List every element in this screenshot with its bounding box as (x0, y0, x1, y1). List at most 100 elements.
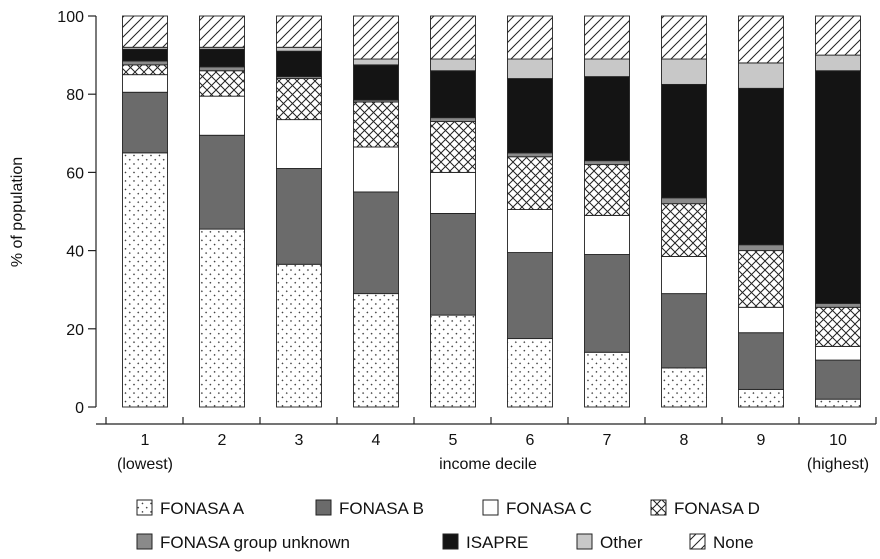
x-tick-label: 9 (757, 432, 766, 449)
legend-item-fonasa-a: FONASA A (136, 499, 245, 518)
x-tick-label: 1 (141, 432, 150, 449)
bar-segment-fonasa-a (584, 351, 630, 408)
x-tick-label: 3 (295, 432, 304, 449)
x-axis-label: income decile (439, 456, 537, 473)
legend-label: FONASA B (339, 499, 424, 518)
bar-segment-other (584, 58, 630, 78)
bar-segment-fonasa-b (584, 254, 630, 353)
bar-stack-decile-10 (815, 15, 861, 408)
legend-item-other: Other (576, 533, 643, 552)
bar-segment-isapre (353, 64, 399, 101)
bar-segment-other (353, 58, 399, 66)
bar-segment-fonasa-c (430, 171, 476, 214)
bar-segment-fonasa-group-unknown (815, 302, 861, 308)
legend-item-fonasa-b: FONASA B (315, 499, 424, 518)
bar-segment-none (815, 15, 861, 56)
bar-segment-fonasa-b (661, 293, 707, 369)
bar-segment-fonasa-group-unknown (738, 244, 784, 252)
bar-segment-fonasa-d (353, 101, 399, 148)
bar-segment-other (507, 58, 553, 80)
bar-stack-decile-3 (276, 15, 322, 408)
bar-segment-fonasa-group-unknown (661, 197, 707, 205)
bar-segment-fonasa-a (276, 263, 322, 408)
bar-segment-isapre (738, 87, 784, 246)
x-sublabel-highest: (highest) (807, 456, 869, 473)
x-tick-label: 5 (449, 432, 458, 449)
bar-segment-fonasa-d (507, 156, 553, 210)
bar-segment-isapre (199, 48, 245, 68)
bar-segment-fonasa-c (661, 256, 707, 295)
bar-segment-other (661, 58, 707, 85)
bar-segment-fonasa-c (122, 74, 168, 93)
x-axis: 1 2 3 4 5 6 7 8 9 10 (lowest) (highest) (96, 417, 877, 473)
bar-stack-decile-2 (199, 15, 245, 408)
bar-segment-fonasa-c (199, 95, 245, 136)
bar-segment-fonasa-group-unknown (584, 160, 630, 166)
bar-segment-fonasa-a (661, 367, 707, 408)
bar-segment-none (353, 15, 399, 60)
bar-stack-decile-9 (738, 15, 784, 408)
legend-item-isapre: ISAPRE (442, 533, 528, 552)
bar-segment-none (430, 15, 476, 60)
bar-segment-fonasa-group-unknown (122, 60, 168, 66)
bar-segment-fonasa-c (738, 306, 784, 334)
x-tick-label: 4 (372, 432, 381, 449)
bar-segment-other (276, 46, 322, 52)
bar-segment-fonasa-b (815, 359, 861, 400)
bar-segment-fonasa-a (815, 398, 861, 408)
legend-swatch (442, 533, 459, 550)
bar-stack-decile-1 (122, 15, 168, 408)
legend-label: ISAPRE (466, 533, 528, 552)
y-tick-label: 80 (66, 87, 84, 104)
bar-segment-fonasa-a (122, 152, 168, 408)
legend: FONASA A FONASA B FONASA C FONASA D FONASA g… (136, 499, 760, 552)
x-tick-label: 7 (603, 432, 612, 449)
legend-swatch (136, 499, 153, 516)
bar-segment-fonasa-d (430, 121, 476, 173)
bar-segment-isapre (507, 78, 553, 154)
legend-label: FONASA C (506, 499, 592, 518)
legend-item-none: None (689, 533, 754, 552)
bar-segment-fonasa-b (276, 168, 322, 265)
bar-segment-fonasa-b (353, 191, 399, 295)
bar-segment-none (122, 15, 168, 48)
bar-segment-fonasa-c (507, 209, 553, 254)
bar-segment-isapre (661, 83, 707, 199)
x-tick-label: 10 (829, 432, 847, 449)
legend-label: FONASA D (674, 499, 760, 518)
bar-segment-fonasa-b (507, 252, 553, 340)
legend-label: FONASA group unknown (160, 533, 350, 552)
y-tick-label: 100 (57, 9, 84, 26)
bar-segment-fonasa-a (199, 228, 245, 408)
bar-segment-none (507, 15, 553, 60)
y-tick-label: 0 (75, 400, 84, 417)
bar-segment-fonasa-a (430, 314, 476, 408)
bar-segment-other (815, 54, 861, 72)
bar-stack-decile-8 (661, 15, 707, 408)
legend-label: None (713, 533, 754, 552)
bar-segment-other (430, 58, 476, 72)
bar-segment-fonasa-d (276, 78, 322, 121)
bar-segment-fonasa-b (738, 332, 784, 390)
bar-segment-isapre (584, 76, 630, 162)
bar-segment-fonasa-b (199, 134, 245, 230)
bar-segment-fonasa-c (353, 146, 399, 193)
legend-swatch (315, 499, 332, 516)
bar-segment-fonasa-d (122, 64, 168, 76)
bar-stack-decile-7 (584, 15, 630, 408)
bar-segment-fonasa-a (738, 388, 784, 408)
legend-label: Other (600, 533, 643, 552)
legend-item-fonasa-group-unknown: FONASA group unknown (136, 533, 350, 552)
bar-stack-decile-5 (430, 15, 476, 408)
bar-segment-none (661, 15, 707, 60)
bar-segment-fonasa-d (661, 203, 707, 257)
bar-segment-none (738, 15, 784, 64)
bar-segment-none (199, 15, 245, 48)
y-tick-label: 60 (66, 165, 84, 182)
bar-segment-fonasa-d (199, 70, 245, 97)
legend-item-fonasa-c: FONASA C (482, 499, 592, 518)
legend-swatch (482, 499, 499, 516)
bars (122, 15, 861, 408)
bar-segment-fonasa-group-unknown (199, 66, 245, 72)
